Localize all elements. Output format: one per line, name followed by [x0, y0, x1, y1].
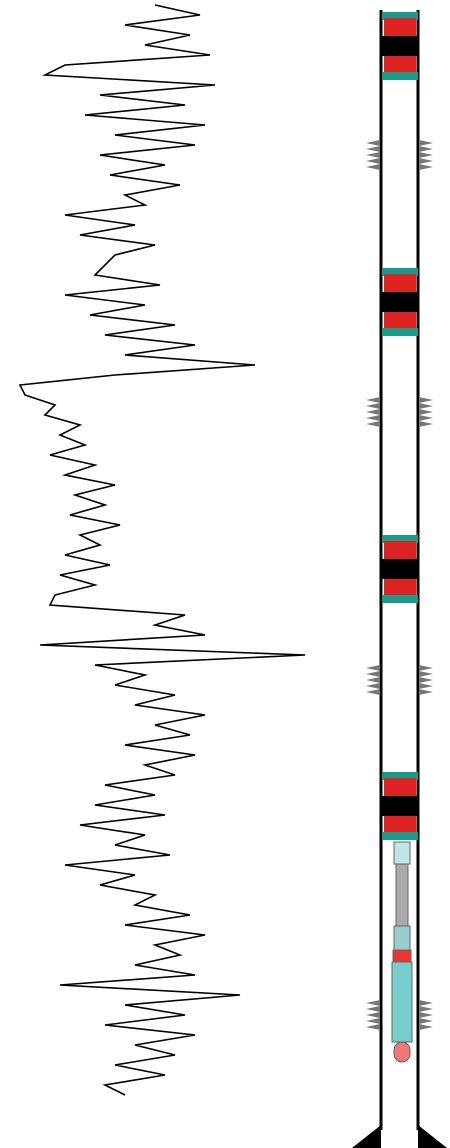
centralizer-blade [366, 397, 380, 403]
centralizer-blade [419, 1000, 433, 1006]
centralizer-blade [419, 1012, 433, 1018]
centralizer-blade [419, 415, 433, 421]
packer-cap [382, 72, 418, 80]
packer-element [384, 18, 416, 36]
packer [382, 12, 418, 80]
centralizer-blade [366, 671, 380, 677]
packer-slips [382, 36, 418, 56]
tool-nose [393, 1041, 411, 1063]
centralizer-blade [366, 140, 380, 146]
centralizer-blade [366, 1012, 380, 1018]
tool-sub [393, 841, 411, 865]
centralizer-blade [419, 421, 433, 427]
centralizer-blade [366, 677, 380, 683]
centralizer-blade [366, 158, 380, 164]
centralizer-blade [419, 140, 433, 146]
packer-element [384, 274, 416, 292]
packer [382, 772, 418, 840]
centralizer-blade [366, 1018, 380, 1024]
centralizer-blade [366, 415, 380, 421]
centralizer-blade [419, 152, 433, 158]
centralizer-blade [419, 397, 433, 403]
casing-shoe [418, 1125, 447, 1148]
centralizer-blade [366, 1000, 380, 1006]
centralizer-blade [419, 1024, 433, 1030]
casing-shoe [352, 1125, 381, 1148]
packer-element [384, 579, 416, 597]
packer-cap [382, 12, 418, 20]
packer-element [384, 541, 416, 559]
tool-sub [393, 925, 411, 951]
centralizer-blade [366, 689, 380, 695]
tool-body [391, 961, 413, 1043]
packer [382, 535, 418, 603]
centralizer-blade [366, 1024, 380, 1030]
packer-element [384, 778, 416, 796]
centralizer-blade [419, 146, 433, 152]
centralizer-blade [366, 1006, 380, 1012]
centralizer-blade [419, 409, 433, 415]
centralizer-blade [366, 146, 380, 152]
packer-element [384, 312, 416, 330]
centralizer-blade [366, 421, 380, 427]
packer-slips [382, 796, 418, 816]
centralizer-blade [419, 164, 433, 170]
packer-cap [382, 772, 418, 780]
packer-slips [382, 559, 418, 579]
packer-cap [382, 268, 418, 276]
packer [382, 268, 418, 336]
packer-cap [382, 535, 418, 543]
centralizer-blade [419, 1018, 433, 1024]
tool-string [391, 841, 413, 1063]
packer-cap [382, 595, 418, 603]
tool-body [395, 863, 409, 927]
centralizer-blade [366, 164, 380, 170]
centralizer-blade [419, 671, 433, 677]
centralizer-blade [366, 665, 380, 671]
packer-slips [382, 292, 418, 312]
centralizer-blade [366, 683, 380, 689]
tool-sub [392, 949, 412, 963]
wellbore [352, 10, 447, 1148]
centralizer-blade [419, 683, 433, 689]
log-curve [18, 4, 306, 1096]
packer-element [384, 56, 416, 74]
centralizer-blade [419, 677, 433, 683]
centralizer-blade [366, 403, 380, 409]
centralizer-blade [419, 158, 433, 164]
centralizer-blade [366, 409, 380, 415]
centralizer-blade [419, 689, 433, 695]
packer-element [384, 816, 416, 834]
packer-cap [382, 328, 418, 336]
packer-cap [382, 832, 418, 840]
centralizer-blade [419, 403, 433, 409]
centralizer-blade [366, 152, 380, 158]
centralizer-blade [419, 1006, 433, 1012]
centralizer-blade [419, 665, 433, 671]
